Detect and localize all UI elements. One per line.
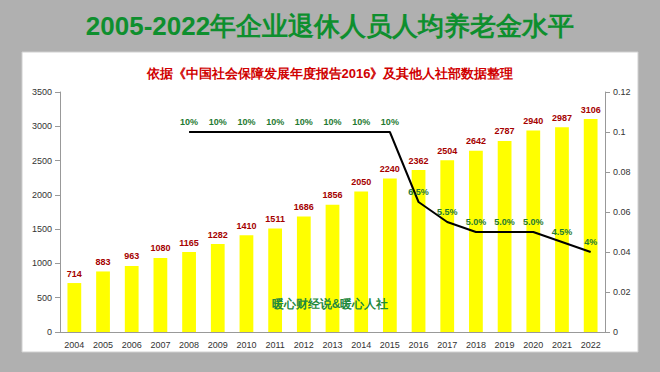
- svg-text:2005: 2005: [93, 340, 113, 350]
- svg-text:2011: 2011: [265, 340, 284, 350]
- svg-text:2362: 2362: [409, 156, 429, 166]
- svg-text:963: 963: [124, 251, 139, 261]
- svg-text:3106: 3106: [581, 105, 601, 115]
- svg-text:1080: 1080: [150, 243, 170, 253]
- svg-text:2050: 2050: [351, 177, 371, 187]
- svg-text:2015: 2015: [380, 340, 400, 350]
- svg-text:0.02: 0.02: [613, 287, 631, 297]
- svg-text:0: 0: [47, 327, 52, 337]
- svg-text:0.08: 0.08: [613, 167, 631, 177]
- svg-text:1686: 1686: [294, 202, 314, 212]
- svg-text:10%: 10%: [266, 117, 284, 127]
- svg-text:1500: 1500: [32, 224, 52, 234]
- svg-text:0.04: 0.04: [613, 247, 631, 257]
- svg-text:714: 714: [67, 269, 82, 279]
- svg-text:2022: 2022: [581, 340, 601, 350]
- svg-text:2009: 2009: [208, 340, 228, 350]
- svg-text:2018: 2018: [466, 340, 486, 350]
- svg-text:2004: 2004: [64, 340, 84, 350]
- svg-text:2014: 2014: [351, 340, 371, 350]
- svg-text:2019: 2019: [495, 340, 515, 350]
- svg-text:2987: 2987: [552, 113, 572, 123]
- svg-text:10%: 10%: [209, 117, 227, 127]
- svg-text:5.5%: 5.5%: [437, 207, 458, 217]
- svg-text:1165: 1165: [179, 238, 199, 248]
- svg-text:1282: 1282: [208, 230, 228, 240]
- svg-text:2005-2022年企业退休人员人均养老金水平: 2005-2022年企业退休人员人均养老金水平: [86, 11, 574, 41]
- svg-text:2010: 2010: [236, 340, 256, 350]
- svg-text:0: 0: [613, 327, 618, 337]
- svg-text:1410: 1410: [236, 221, 256, 231]
- svg-text:5.0%: 5.0%: [523, 217, 544, 227]
- svg-text:6.5%: 6.5%: [408, 187, 429, 197]
- svg-text:2240: 2240: [380, 164, 400, 174]
- svg-text:依据《中国社会保障发展年度报告2016》及其他人社部数据整理: 依据《中国社会保障发展年度报告2016》及其他人社部数据整理: [146, 66, 514, 81]
- svg-text:1000: 1000: [32, 258, 52, 268]
- svg-text:1511: 1511: [265, 214, 285, 224]
- svg-text:1856: 1856: [322, 190, 342, 200]
- svg-text:2017: 2017: [437, 340, 457, 350]
- svg-text:2016: 2016: [409, 340, 429, 350]
- svg-text:10%: 10%: [237, 117, 255, 127]
- svg-text:4%: 4%: [584, 237, 597, 247]
- svg-text:5.0%: 5.0%: [466, 217, 487, 227]
- svg-text:4.5%: 4.5%: [552, 227, 573, 237]
- svg-text:2006: 2006: [122, 340, 142, 350]
- svg-text:10%: 10%: [323, 117, 341, 127]
- svg-text:2787: 2787: [495, 126, 515, 136]
- svg-text:0.06: 0.06: [613, 207, 631, 217]
- svg-text:3000: 3000: [32, 121, 52, 131]
- svg-text:500: 500: [37, 293, 52, 303]
- svg-text:0.12: 0.12: [613, 87, 631, 97]
- svg-text:883: 883: [96, 257, 111, 267]
- svg-text:2940: 2940: [523, 116, 543, 126]
- svg-text:0.1: 0.1: [613, 127, 626, 137]
- svg-text:2020: 2020: [523, 340, 543, 350]
- svg-text:2504: 2504: [437, 146, 457, 156]
- svg-text:2000: 2000: [32, 190, 52, 200]
- svg-text:2642: 2642: [466, 136, 486, 146]
- svg-text:2008: 2008: [179, 340, 199, 350]
- svg-text:10%: 10%: [295, 117, 313, 127]
- svg-text:暖心财经说&暖心人社: 暖心财经说&暖心人社: [272, 297, 389, 311]
- svg-text:2012: 2012: [294, 340, 314, 350]
- svg-text:2013: 2013: [322, 340, 342, 350]
- svg-text:10%: 10%: [381, 117, 399, 127]
- svg-text:2021: 2021: [552, 340, 572, 350]
- svg-text:2500: 2500: [32, 156, 52, 166]
- svg-text:3500: 3500: [32, 87, 52, 97]
- svg-text:5.0%: 5.0%: [494, 217, 515, 227]
- svg-text:2007: 2007: [150, 340, 170, 350]
- svg-text:10%: 10%: [180, 117, 198, 127]
- svg-text:10%: 10%: [352, 117, 370, 127]
